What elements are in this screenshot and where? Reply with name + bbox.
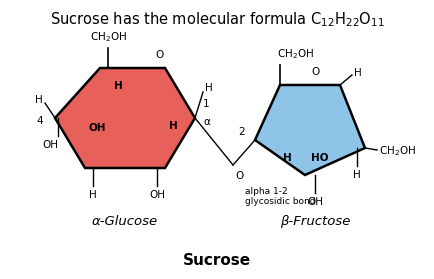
- Text: H: H: [89, 190, 97, 200]
- Polygon shape: [255, 85, 365, 175]
- Text: OH: OH: [42, 140, 58, 150]
- Text: CH$_2$OH: CH$_2$OH: [89, 30, 126, 44]
- Text: H: H: [205, 83, 213, 93]
- Text: H: H: [283, 153, 291, 163]
- Text: glycosidic bond: glycosidic bond: [245, 197, 316, 206]
- Text: HO: HO: [311, 153, 329, 163]
- Text: H: H: [35, 95, 43, 105]
- Text: alpha 1-2: alpha 1-2: [245, 187, 288, 196]
- Text: 2: 2: [238, 127, 245, 137]
- Text: OH: OH: [149, 190, 165, 200]
- Text: OH: OH: [88, 123, 106, 133]
- Polygon shape: [55, 68, 195, 168]
- Text: α-Glucose: α-Glucose: [92, 215, 158, 228]
- Text: 1: 1: [203, 99, 210, 109]
- Text: O: O: [235, 171, 243, 181]
- Text: β-Fructose: β-Fructose: [280, 215, 350, 228]
- Text: CH$_2$OH: CH$_2$OH: [276, 47, 313, 61]
- Text: Sucrose has the molecular formula $\mathregular{C_{12}H_{22}O_{11}}$: Sucrose has the molecular formula $\math…: [49, 10, 385, 29]
- Text: O: O: [311, 67, 319, 77]
- Text: 4: 4: [36, 116, 43, 126]
- Text: Sucrose: Sucrose: [183, 253, 251, 268]
- Text: H: H: [114, 81, 122, 91]
- Text: H: H: [169, 121, 178, 131]
- Text: OH: OH: [307, 197, 323, 207]
- Text: α: α: [203, 117, 210, 127]
- Text: H: H: [354, 68, 362, 78]
- Text: CH$_2$OH: CH$_2$OH: [379, 144, 416, 158]
- Text: O: O: [156, 50, 164, 60]
- Text: H: H: [353, 170, 361, 180]
